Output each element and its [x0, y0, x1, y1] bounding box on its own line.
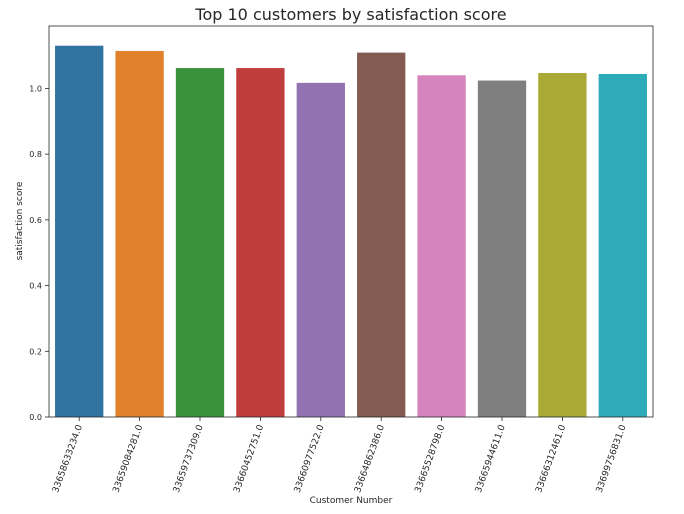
- plot-area: 0.0 0.2 0.4 0.6 0.8 1.0 33658633234.0 336590842…: [29, 25, 654, 494]
- x-tick-label-9: 33699756831.0: [595, 423, 629, 494]
- x-tick-label-8: 33666312461.0: [534, 423, 568, 494]
- axes-frame: [48, 25, 654, 418]
- x-tick-label-0: 33658633234.0: [51, 423, 85, 494]
- bar-5: [296, 82, 345, 417]
- y-tick-label-3: 0.6: [29, 216, 42, 225]
- x-tick-label-5: 33664862386.0: [353, 423, 387, 494]
- x-tick-label-1: 33659084281.0: [112, 423, 146, 494]
- bar-6: [357, 52, 406, 418]
- y-tick-label-0: 0.0: [29, 413, 42, 422]
- x-tick-label-7: 33665944611.0: [474, 423, 508, 494]
- x-tick-label-4: 33660977522.0: [293, 423, 327, 494]
- bar-10: [598, 73, 647, 417]
- bar-7: [417, 75, 466, 417]
- bar-8: [477, 80, 527, 417]
- bar-9: [538, 72, 587, 418]
- bar-1: [55, 45, 104, 418]
- y-tick-label-2: 0.4: [29, 282, 42, 291]
- bar-3: [175, 68, 225, 417]
- bar-2: [115, 50, 164, 417]
- x-tick-label-2: 33659737309.0: [172, 423, 206, 494]
- y-axis-label: satisfaction score: [15, 181, 25, 260]
- bar-4: [236, 68, 285, 417]
- chart-title: Top 10 customers by satisfaction score: [194, 5, 506, 24]
- y-tick-label-5: 1.0: [29, 84, 42, 93]
- x-tick-label-6: 33665528798.0: [414, 423, 448, 494]
- y-tick-label-1: 0.2: [29, 347, 42, 356]
- y-tick-label-4: 0.8: [29, 150, 42, 159]
- x-tick-label-3: 33660452751.0: [232, 423, 266, 494]
- x-axis-label: Customer Number: [310, 496, 393, 506]
